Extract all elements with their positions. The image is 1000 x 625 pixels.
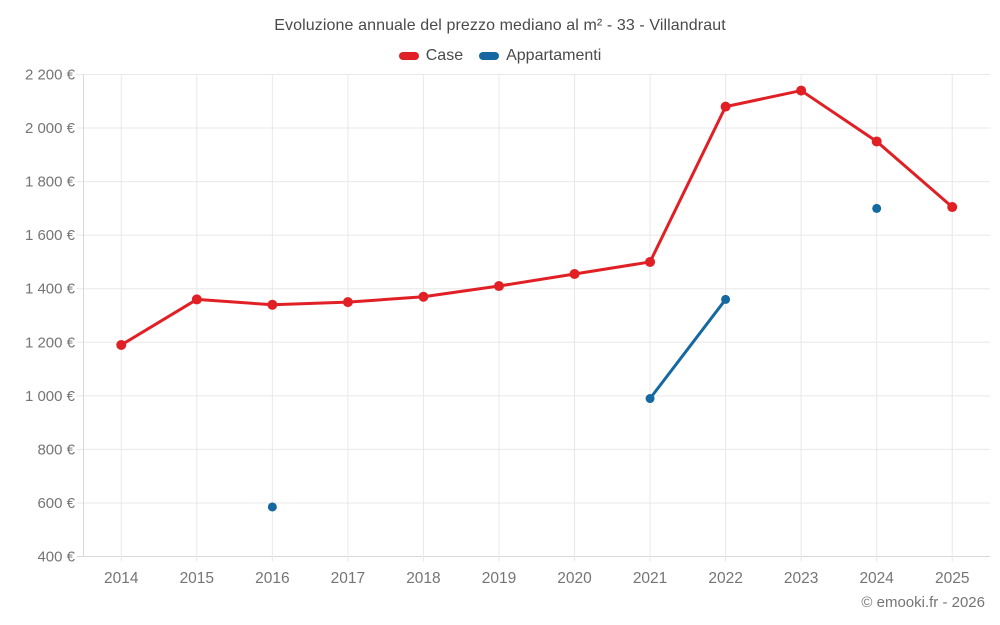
appartamenti-series-swatch-icon: [479, 52, 500, 60]
data-point-case[interactable]: [267, 299, 278, 310]
data-point-case[interactable]: [720, 101, 731, 112]
y-axis-label: 1 200 €: [25, 334, 76, 351]
data-point-case[interactable]: [871, 136, 882, 147]
data-point-case[interactable]: [418, 291, 429, 302]
legend-label-appartamenti: Appartamenti: [506, 47, 602, 64]
data-point-appartamenti[interactable]: [872, 203, 882, 213]
data-point-appartamenti[interactable]: [645, 394, 655, 404]
y-axis-label: 1 600 €: [25, 227, 76, 244]
x-axis-label: 2014: [104, 570, 139, 587]
legend: Case Appartamenti: [0, 47, 1000, 65]
series-line-case: [497, 272, 577, 288]
x-axis-label: 2025: [935, 570, 969, 587]
data-point-case[interactable]: [116, 339, 127, 350]
series-line-case: [270, 300, 350, 307]
data-point-appartamenti[interactable]: [721, 294, 731, 304]
x-axis-label: 2020: [557, 570, 592, 587]
series-line-case: [119, 297, 199, 347]
series-line-case: [875, 139, 954, 209]
series-line-case: [346, 295, 425, 304]
data-point-case[interactable]: [796, 85, 807, 96]
data-point-case[interactable]: [493, 281, 504, 292]
series-line-case: [799, 89, 879, 143]
x-axis-label: 2019: [482, 570, 516, 587]
y-axis-label: 600 €: [37, 495, 75, 512]
data-point-case[interactable]: [191, 294, 202, 305]
x-axis-label: 2022: [708, 570, 742, 587]
series-line-case: [648, 105, 728, 264]
series-line-appartamenti: [648, 297, 728, 401]
data-point-appartamenti[interactable]: [267, 502, 277, 512]
y-axis-label: 2 200 €: [25, 67, 76, 84]
legend-item-appartamenti[interactable]: Appartamenti: [479, 47, 601, 65]
series-line-case: [421, 284, 501, 299]
y-axis-label: 2 000 €: [25, 120, 76, 137]
y-axis-label: 1 800 €: [25, 174, 76, 191]
case-series-swatch-icon: [398, 52, 419, 60]
data-point-case[interactable]: [342, 297, 353, 308]
x-axis-label: 2016: [255, 570, 289, 587]
chart-title: Evoluzione annuale del prezzo mediano al…: [274, 17, 726, 34]
series-line-case: [573, 260, 652, 276]
data-point-case[interactable]: [569, 268, 580, 279]
series-line-case: [195, 297, 274, 307]
copyright-text: © emooki.fr - 2026: [861, 594, 985, 611]
series-line-case: [724, 89, 803, 109]
legend-item-case[interactable]: Case: [398, 47, 464, 65]
legend-label-case: Case: [425, 47, 464, 64]
x-axis-label: 2015: [180, 570, 214, 587]
y-axis-label: 1 400 €: [25, 281, 76, 298]
y-axis-label: 400 €: [37, 549, 75, 566]
x-axis-label: 2017: [331, 570, 365, 587]
x-axis-label: 2021: [633, 570, 667, 587]
data-point-case[interactable]: [947, 202, 958, 213]
y-axis-label: 800 €: [37, 441, 75, 458]
data-point-case[interactable]: [645, 256, 656, 267]
x-axis-label: 2024: [859, 570, 894, 587]
x-axis-label: 2018: [406, 570, 440, 587]
y-axis-label: 1 000 €: [25, 388, 76, 405]
x-axis-label: 2023: [784, 570, 818, 587]
